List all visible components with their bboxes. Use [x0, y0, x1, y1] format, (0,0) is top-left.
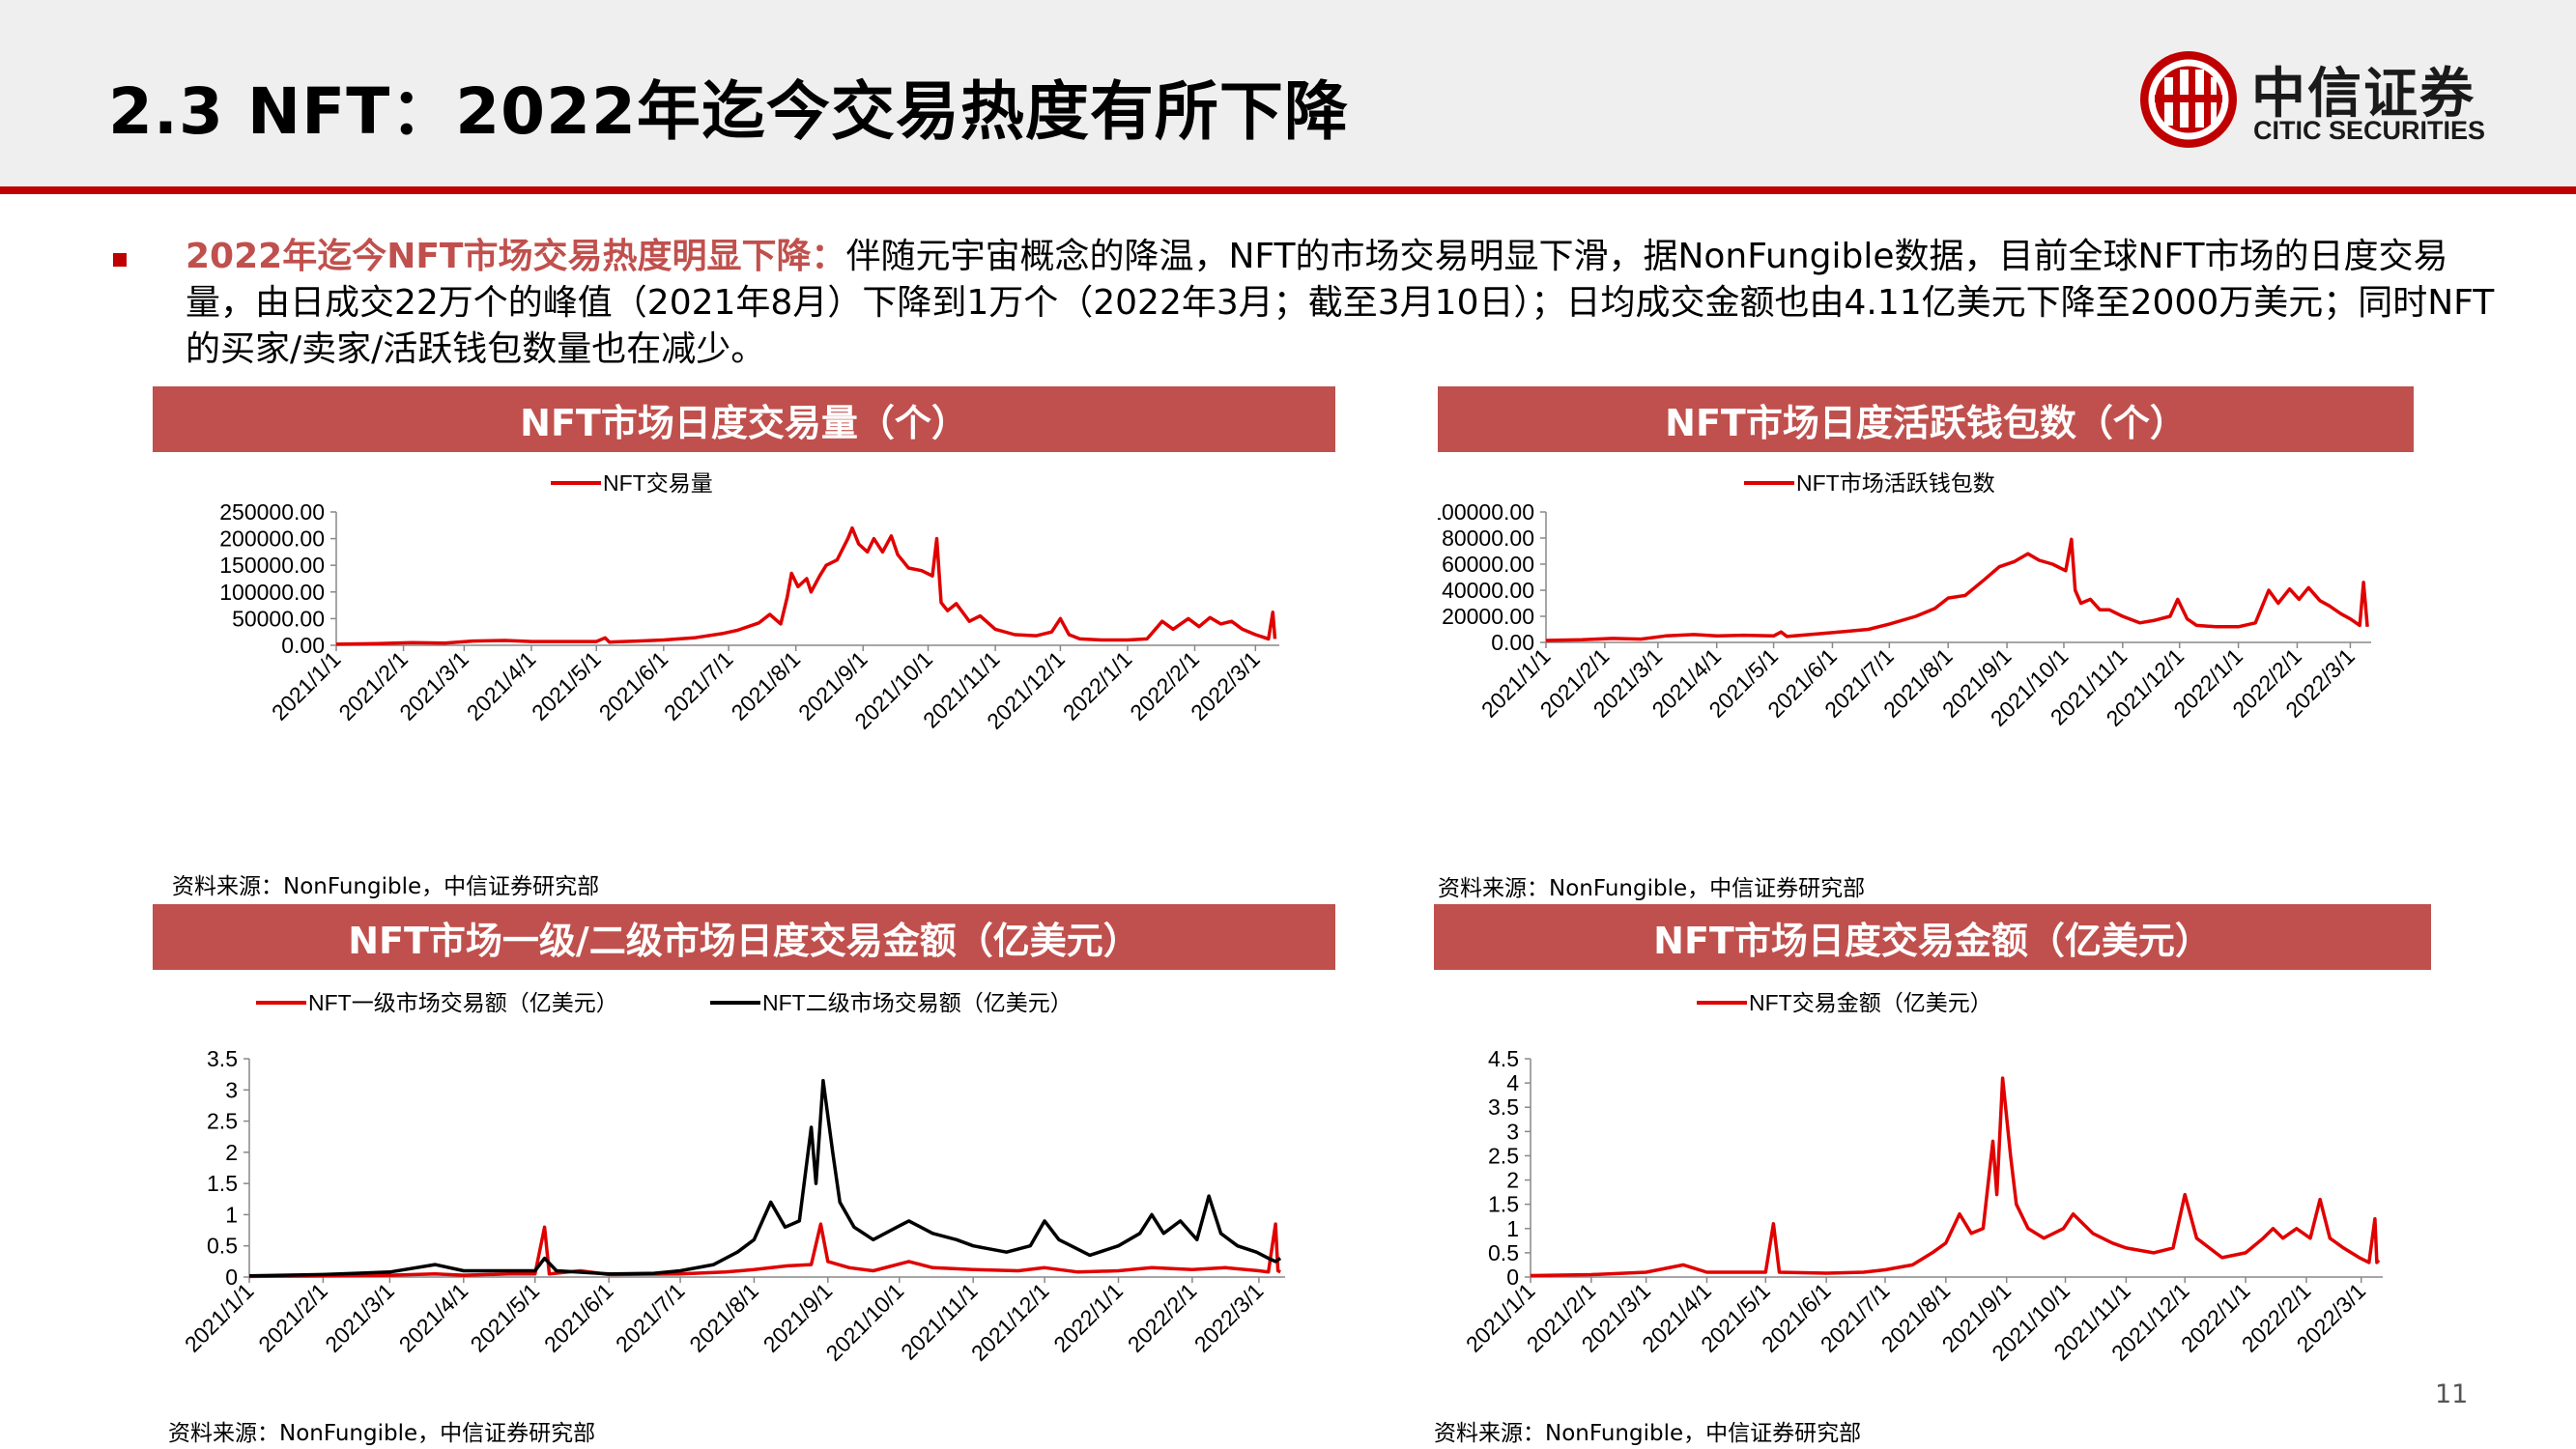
y-tick-label: 1.5	[207, 1171, 238, 1196]
series-line-1	[248, 1078, 1282, 1278]
y-tick-label: 20000.00	[1442, 604, 1534, 629]
series-line-0	[335, 526, 1277, 646]
x-tick-label: 2021/4/1	[394, 1278, 473, 1357]
y-tick-label: 0	[225, 1264, 238, 1290]
legend-label: NFT二级市场交易额（亿美元）	[762, 990, 1073, 1015]
legend-entry: NFT市场活跃钱包数	[1744, 470, 1995, 496]
bullet-square-icon	[113, 253, 127, 267]
y-tick-label: 0.00	[1491, 630, 1534, 655]
y-tick-label: 0.5	[207, 1234, 238, 1259]
y-tick-label: 4.5	[1488, 1046, 1519, 1071]
x-tick-label: 2021/10/1	[821, 1278, 909, 1366]
citic-emblem-icon	[2140, 51, 2237, 148]
x-tick-label: 2021/5/1	[527, 646, 606, 725]
legend-entry: NFT二级市场交易额（亿美元）	[710, 990, 1073, 1015]
chart-title-wallets: NFT市场日度活跃钱包数（个）	[1438, 386, 2414, 452]
x-tick-label: 2021/1/1	[267, 646, 346, 725]
x-tick-label: 2021/12/1	[966, 1278, 1054, 1366]
x-tick-label: 2021/2/1	[253, 1278, 332, 1357]
y-tick-label: 150000.00	[219, 553, 325, 578]
y-tick-label: 0.5	[1488, 1240, 1519, 1265]
y-tick-label: 60000.00	[1442, 552, 1534, 577]
source-note-amount: 资料来源：NonFungible，中信证券研究部	[1434, 1421, 1862, 1446]
summary-lead: 2022年迄今NFT市场交易热度明显下降：	[186, 237, 846, 276]
summary-paragraph: 2022年迄今NFT市场交易热度明显下降：伴随元宇宙概念的降温，NFT的市场交易…	[186, 234, 2495, 373]
x-tick-label: 2021/7/1	[659, 646, 738, 725]
y-tick-label: 2.5	[207, 1109, 238, 1134]
x-tick-label: 2022/1/1	[1048, 1278, 1128, 1357]
y-tick-label: 0.00	[281, 633, 325, 658]
chart-amount: 4.543.532.521.510.502021/1/12021/2/12021…	[1461, 990, 2383, 1366]
x-tick-label: 2021/5/1	[466, 1278, 545, 1357]
logo-text-cn: 中信证券	[2251, 63, 2476, 126]
y-tick-label: 50000.00	[232, 606, 325, 631]
source-note-primary-secondary: 资料来源：NonFungible，中信证券研究部	[168, 1421, 596, 1446]
y-tick-label: 1	[225, 1202, 238, 1227]
x-tick-label: 2021/6/1	[594, 646, 673, 725]
y-tick-label: 2.5	[1488, 1143, 1519, 1168]
x-tick-label: 2021/7/1	[611, 1278, 690, 1357]
chart-title-primary-secondary: NFT市场一级/二级市场日度交易金额（亿美元）	[153, 904, 1335, 970]
series-line-0	[248, 1222, 1281, 1279]
x-tick-label: 2022/1/1	[1058, 646, 1137, 725]
y-tick-label: 4	[1506, 1070, 1519, 1095]
x-tick-label: 2021/6/1	[539, 1278, 618, 1357]
legend-label: NFT交易量	[603, 470, 713, 496]
x-tick-label: 2022/2/1	[1123, 1278, 1202, 1357]
citic-logo: 中信证券 CITIC SECURITIES	[2135, 46, 2522, 153]
series-line-0	[1530, 1076, 2381, 1278]
y-tick-label: 100000.00	[219, 580, 325, 605]
source-note-volume: 资料来源：NonFungible，中信证券研究部	[172, 874, 600, 899]
x-tick-label: 2021/1/1	[180, 1278, 259, 1357]
x-tick-label: 2021/8/1	[727, 646, 806, 725]
chart-volume: 250000.00200000.00150000.00100000.005000…	[219, 470, 1279, 734]
series-line-0	[1545, 537, 2369, 642]
legend-entry: NFT一级市场交易额（亿美元）	[256, 990, 618, 1015]
logo-text-en: CITIC SECURITIES	[2253, 116, 2486, 145]
legend-entry: NFT交易金额（亿美元）	[1697, 990, 1992, 1015]
chart-wallets: 100000.0080000.0060000.0040000.0020000.0…	[1438, 470, 2371, 731]
x-tick-label: 2022/3/1	[1189, 1278, 1269, 1357]
source-note-wallets: 资料来源：NonFungible，中信证券研究部	[1438, 876, 1866, 901]
summary-body: 伴随元宇宙概念的降温，NFT的市场交易明显下滑，据NonFungible数据，目…	[186, 237, 2495, 369]
page-number: 11	[2435, 1379, 2469, 1409]
legend-entry: NFT交易量	[551, 470, 713, 496]
y-tick-label: 3	[225, 1077, 238, 1102]
y-tick-label: 80000.00	[1442, 526, 1534, 551]
x-tick-label: 2021/8/1	[684, 1278, 763, 1357]
y-tick-label: 250000.00	[219, 499, 325, 525]
legend-label: NFT市场活跃钱包数	[1796, 470, 1995, 496]
page-title: 2.3 NFT：2022年迄今交易热度有所下降	[108, 74, 1349, 149]
y-tick-label: 2	[1506, 1168, 1519, 1193]
y-tick-label: 3	[1506, 1119, 1519, 1144]
y-tick-label: 1.5	[1488, 1192, 1519, 1217]
y-tick-label: 3.5	[1488, 1094, 1519, 1120]
y-tick-label: 200000.00	[219, 526, 325, 552]
x-tick-label: 2021/3/1	[320, 1278, 399, 1357]
y-tick-label: 3.5	[207, 1046, 238, 1071]
legend-label: NFT交易金额（亿美元）	[1749, 990, 1992, 1015]
chart-title-amount: NFT市场日度交易金额（亿美元）	[1434, 904, 2431, 970]
header-divider	[0, 186, 2576, 194]
legend-label: NFT一级市场交易额（亿美元）	[308, 990, 618, 1015]
x-tick-label: 2021/4/1	[462, 646, 541, 725]
chart-primary-secondary: 3.5 3 2.5 2 1.5 1 0.5 02021/1/12021/2/12021/3/1…	[180, 990, 1285, 1366]
y-tick-label: 1	[1506, 1216, 1519, 1241]
y-tick-label: 0	[1506, 1264, 1519, 1290]
chart-title-volume: NFT市场日度交易量（个）	[153, 386, 1335, 452]
y-tick-label: 100000.00	[1438, 499, 1534, 525]
y-tick-label: 2	[225, 1140, 238, 1165]
y-tick-label: 40000.00	[1442, 578, 1534, 603]
